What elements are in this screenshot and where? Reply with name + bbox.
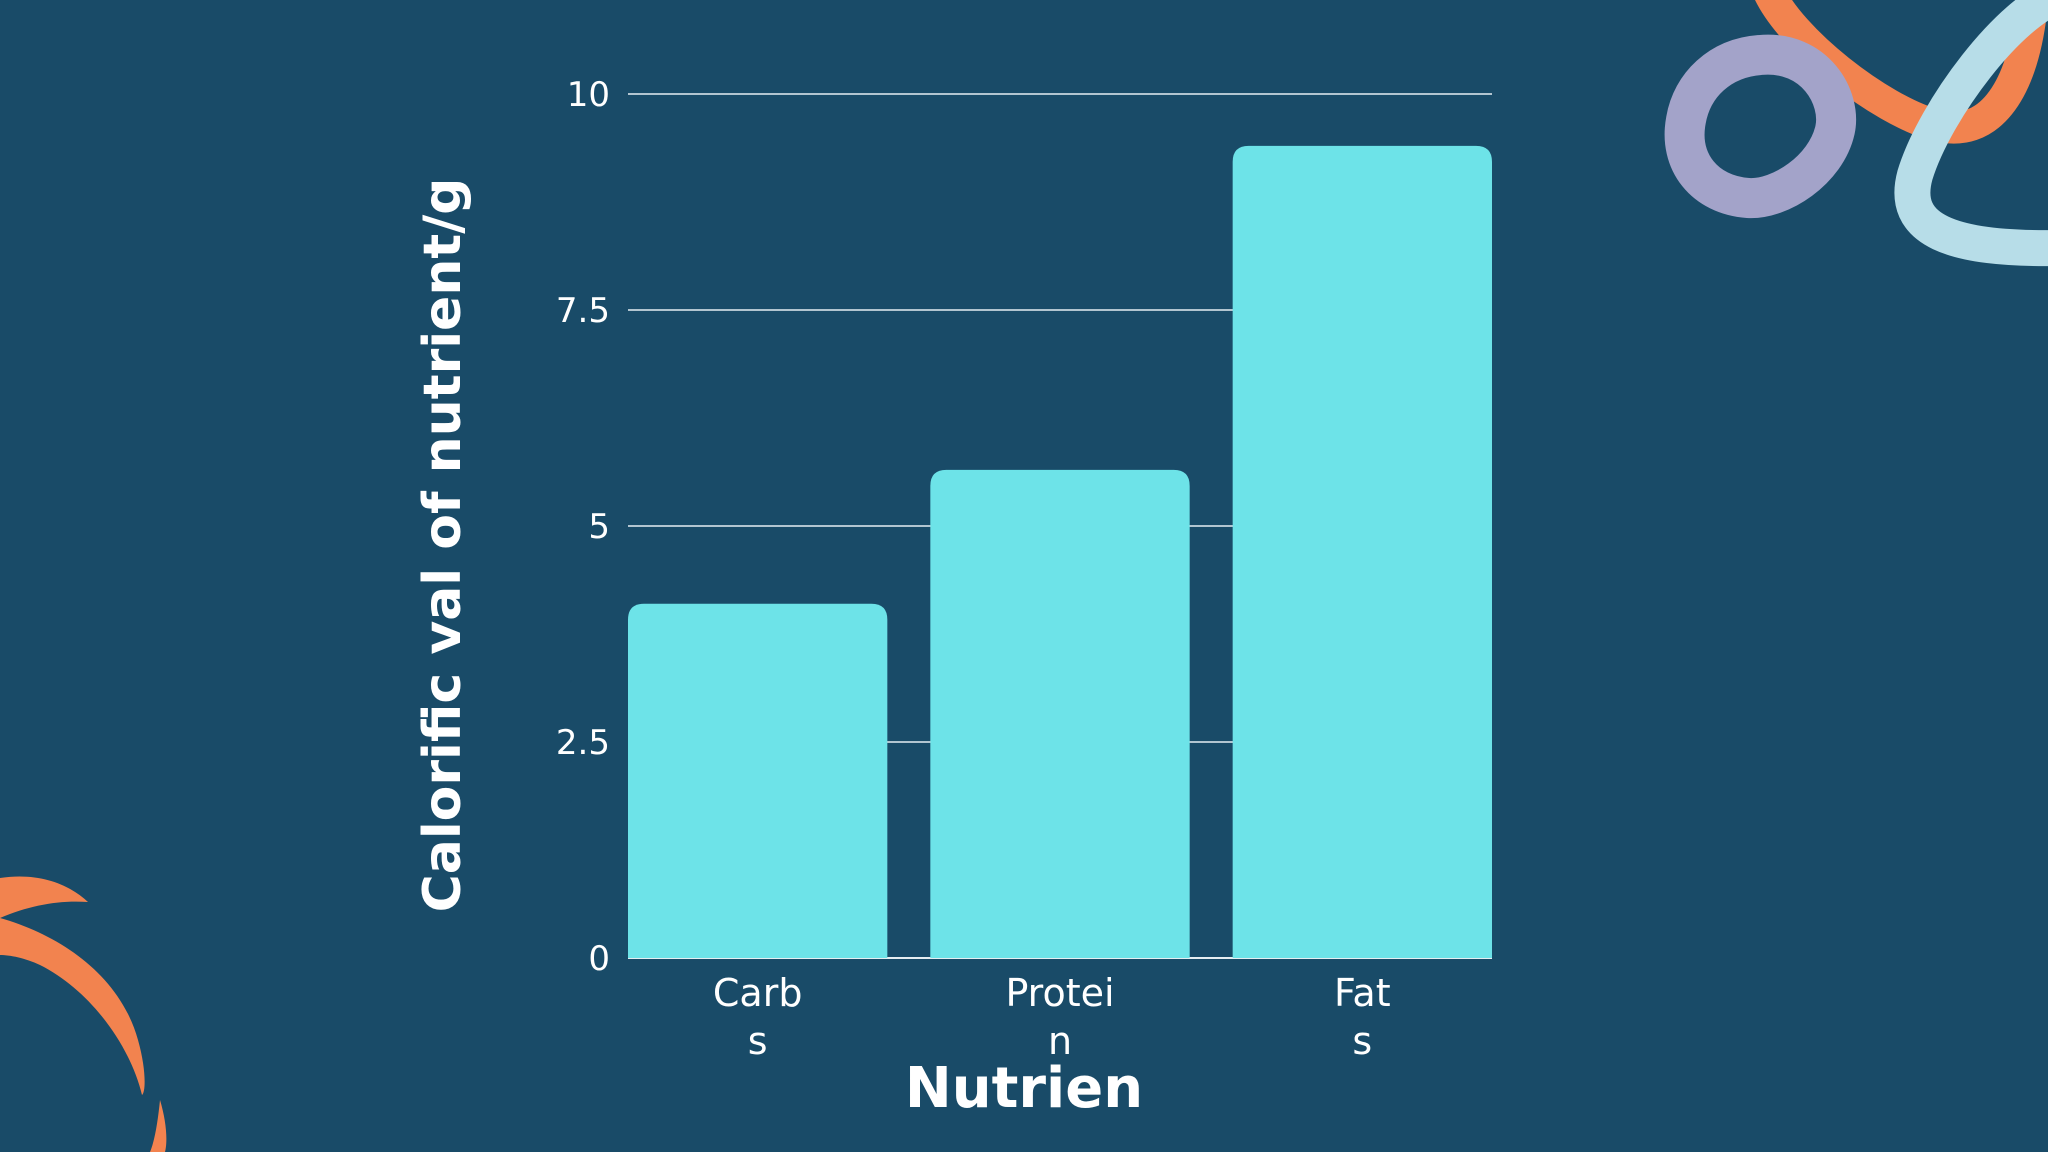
- bar-carbs: [628, 603, 888, 958]
- orange-swoosh-decoration: [0, 876, 167, 1152]
- bar-protein: [930, 469, 1190, 958]
- y-tick-label: 2.5: [556, 723, 610, 763]
- light-blue-loop-decoration: [1894, 0, 2048, 267]
- bars: [628, 145, 1492, 959]
- lavender-ring-decoration: [1664, 34, 1857, 219]
- y-tick-label: 5: [588, 507, 610, 547]
- x-tick-label: Carb: [713, 971, 803, 1015]
- x-tick-label: s: [1352, 1019, 1372, 1063]
- y-tick-label: 10: [567, 75, 610, 115]
- bar-fats: [1232, 145, 1492, 959]
- y-axis-title: Calorific val of nutrient/g: [413, 178, 473, 913]
- x-tick-label: n: [1048, 1019, 1072, 1063]
- x-axis-title: Nutrien: [905, 1056, 1143, 1121]
- x-tick-label: Fat: [1334, 971, 1391, 1015]
- x-tick-label: Protei: [1005, 971, 1114, 1015]
- y-axis-ticks: 0 2.5 5 7.5 10: [556, 75, 610, 979]
- y-tick-label: 0: [588, 939, 610, 979]
- x-tick-label: s: [748, 1019, 768, 1063]
- y-tick-label: 7.5: [556, 291, 610, 331]
